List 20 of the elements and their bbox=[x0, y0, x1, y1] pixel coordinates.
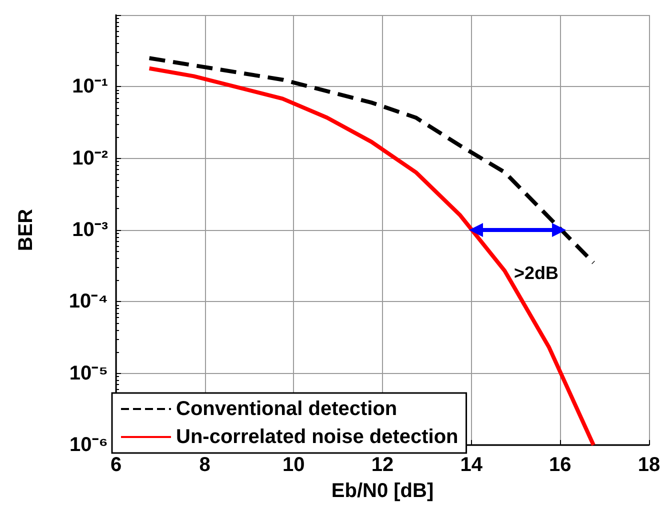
legend-label: Un-correlated noise detection bbox=[176, 426, 458, 448]
y-tick-label: 10⁻³ bbox=[72, 219, 108, 241]
x-tick-label: 12 bbox=[371, 454, 394, 476]
x-tick-label: 14 bbox=[460, 454, 484, 476]
y-tick-label: 10⁻¹ bbox=[72, 76, 108, 98]
x-tick-label: 10 bbox=[282, 454, 305, 476]
y-tick-label: 10⁻⁶ bbox=[70, 434, 108, 456]
y-tick-label: 10⁻⁵ bbox=[69, 362, 108, 384]
x-tick-label: 8 bbox=[199, 454, 210, 476]
line-series bbox=[147, 56, 596, 265]
x-axis-title: Eb/N0 [dB] bbox=[331, 480, 434, 502]
legend-label: Conventional detection bbox=[176, 398, 398, 420]
x-tick-label: 18 bbox=[638, 454, 660, 476]
y-axis-title: BER bbox=[15, 208, 37, 252]
x-tick-label: 16 bbox=[549, 454, 572, 476]
line-series bbox=[147, 66, 596, 447]
y-tick-label: 10⁻² bbox=[72, 147, 108, 170]
y-tick-label: 10⁻⁴ bbox=[68, 290, 108, 313]
annotation: >2dB bbox=[514, 263, 559, 283]
x-tick-label: 6 bbox=[110, 454, 122, 476]
